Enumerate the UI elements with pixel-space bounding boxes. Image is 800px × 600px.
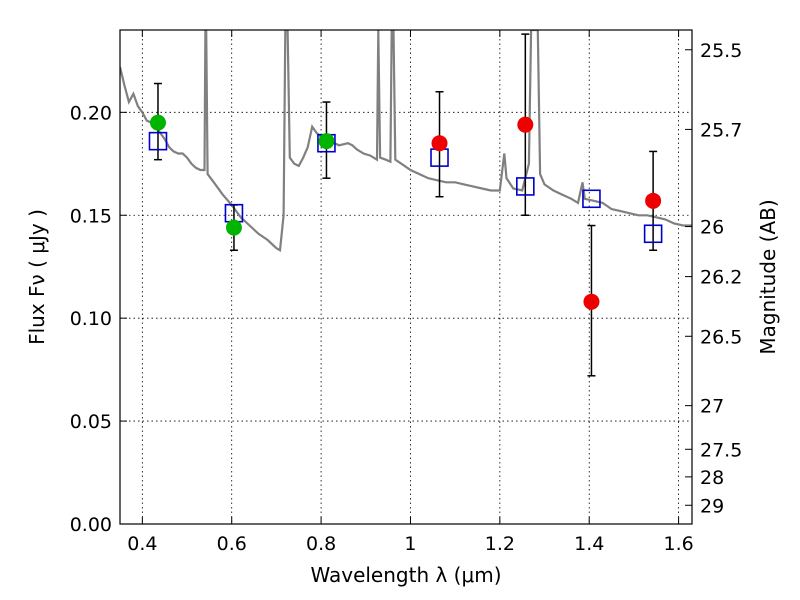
right-tick-label: 27: [700, 396, 724, 418]
right-tick-label: 26: [700, 217, 724, 239]
right-tick-label: 27.5: [700, 439, 742, 461]
x-tick-label: 0.8: [306, 533, 336, 555]
y-tick-label: 0.20: [70, 102, 112, 124]
x-axis-title: Wavelength λ (μm): [310, 563, 501, 587]
x-tick-label: 0.6: [217, 533, 247, 555]
red-data-point: [645, 192, 662, 209]
spectrum-line: [120, 30, 692, 252]
y-tick-label: 0.15: [70, 205, 112, 227]
x-tick-label: 1.4: [574, 533, 604, 555]
red-data-point: [517, 116, 534, 133]
red-data-point: [431, 135, 448, 152]
x-tick-label: 1.6: [663, 533, 693, 555]
model-square: [643, 224, 663, 244]
y-tick-label: 0.05: [70, 411, 112, 433]
model-square: [516, 177, 535, 196]
right-tick-label: 26.2: [700, 267, 742, 289]
plot-area: [120, 30, 692, 377]
right-axis-title: Magnitude (AB): [756, 199, 780, 354]
green-data-point: [149, 114, 166, 131]
model-squares: [148, 131, 663, 244]
right-tick-label: 29: [700, 495, 724, 517]
x-tick-label: 1.2: [485, 533, 515, 555]
ticks: 0.4 0.6 0.8 1 1.2 1.4 1.6 0.00 0.05 0.10 0.15 0.20 2…: [70, 30, 742, 555]
right-tick-label: 26.5: [700, 326, 742, 348]
y-tick-label: 0.10: [70, 308, 112, 330]
x-tick-label: 1: [404, 533, 416, 555]
green-data-point: [225, 219, 242, 236]
model-square: [148, 131, 168, 151]
green-data-point: [318, 133, 335, 150]
x-tick-label: 0.4: [127, 533, 157, 555]
data-points: [149, 114, 662, 310]
model-square: [582, 189, 601, 209]
right-tick-label: 25.5: [700, 40, 742, 62]
y-tick-label: 0.00: [70, 514, 112, 536]
red-data-point: [583, 293, 600, 310]
y-axis-title: Flux Fν ( μJy ): [25, 209, 49, 345]
right-tick-label: 28: [700, 467, 724, 489]
right-tick-label: 25.7: [700, 119, 742, 141]
